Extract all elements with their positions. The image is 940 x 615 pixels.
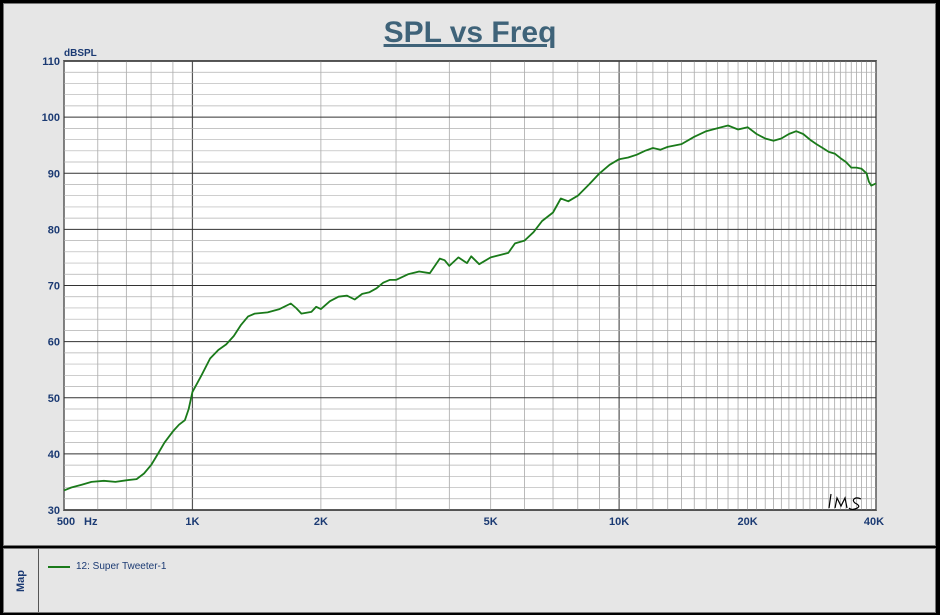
- y-tick-label: 100: [42, 112, 60, 124]
- y-tick-label: 40: [48, 449, 60, 461]
- chart-panel: SPL vs Freq dBSPL 30 40 50 60 70 80 90 100 110 50…: [3, 3, 936, 546]
- x-tick-label: 500: [57, 516, 75, 528]
- legend-swatch: [48, 565, 70, 568]
- grid: [63, 60, 877, 511]
- legend-entry[interactable]: 12: Super Tweeter-1: [48, 561, 166, 572]
- x-unit-label: Hz: [84, 516, 98, 528]
- map-tab-label: Map: [15, 569, 27, 592]
- y-tick-label: 30: [48, 505, 60, 517]
- x-tick-label: 2K: [314, 516, 328, 528]
- y-axis-label: dBSPL: [64, 48, 97, 59]
- map-tab[interactable]: Map: [4, 549, 39, 612]
- y-tick-label: 70: [48, 281, 60, 293]
- x-tick-label: 5K: [484, 516, 498, 528]
- axis-ticks: 30 40 50 60 70 80 90 100 110 500 1K 2K 5K 10K 20K 40K Hz: [42, 56, 885, 528]
- chart-title: SPL vs Freq: [384, 16, 557, 49]
- lms-logo: [828, 493, 862, 511]
- y-tick-label: 50: [48, 393, 60, 405]
- x-tick-label: 1K: [185, 516, 199, 528]
- y-tick-label: 80: [48, 224, 60, 236]
- x-tick-label: 40K: [864, 516, 884, 528]
- legend-panel: Map 12: Super Tweeter-1: [3, 548, 936, 613]
- y-tick-label: 90: [48, 168, 60, 180]
- spl-chart: SPL vs Freq dBSPL 30 40 50 60 70 80 90 100 110 50…: [42, 16, 885, 528]
- series-layer: [63, 124, 877, 492]
- y-tick-label: 60: [48, 337, 60, 349]
- y-tick-label: 110: [42, 56, 60, 68]
- x-tick-label: 10K: [609, 516, 629, 528]
- x-tick-label: 20K: [737, 516, 757, 528]
- series-line-super-tweeter: [63, 124, 877, 492]
- legend-label: 12: Super Tweeter-1: [76, 561, 167, 572]
